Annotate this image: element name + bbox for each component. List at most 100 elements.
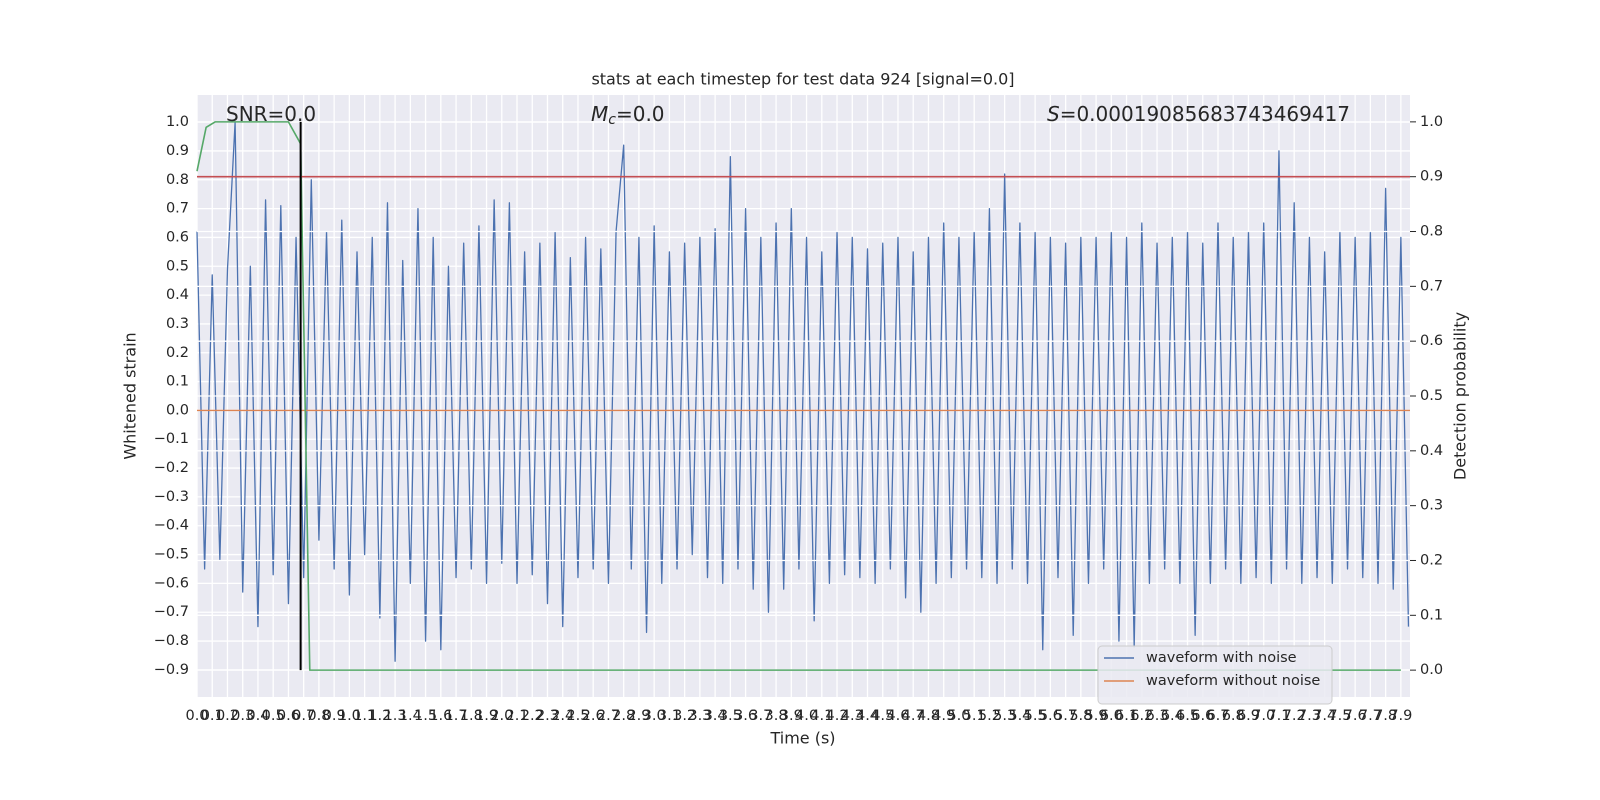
x-tick-label: 1.0 [338, 708, 361, 724]
x-tick-label: 3.5 [719, 708, 742, 724]
x-tick-label: 1.5 [414, 708, 437, 724]
x-tick-label: 6.1 [1115, 708, 1138, 724]
x-tick-label: 5.8 [1069, 708, 1092, 724]
x-tick-label: 7.8 [1374, 708, 1397, 724]
x-tick-label: 0.0 [185, 708, 208, 724]
x-tick-label: 2.7 [597, 708, 620, 724]
y-tick-label: 0.1 [166, 374, 189, 390]
x-tick-label: 0.4 [246, 708, 269, 724]
x-tick-label: 4.3 [841, 708, 864, 724]
annotation-text: SNR=0.0 [226, 102, 316, 126]
y-tick-label: 0.7 [166, 201, 189, 217]
annotation-subscript: c [608, 112, 616, 128]
x-tick-label: 1.8 [460, 708, 483, 724]
x-tick-label: 2.1 [505, 708, 528, 724]
x-tick-label: 0.9 [323, 708, 346, 724]
x-tick-label: 4.9 [932, 708, 955, 724]
y-tick-label: −0.5 [154, 547, 189, 563]
x-tick-label: 1.2 [368, 708, 391, 724]
y-tick-label: −0.9 [154, 662, 189, 678]
x-tick-label: 7.0 [1252, 708, 1275, 724]
x-tick-label: 6.7 [1206, 708, 1229, 724]
y-tick-label: −0.6 [154, 575, 189, 591]
y-tick-label: 0.2 [166, 345, 189, 361]
x-tick-label: 2.8 [612, 708, 635, 724]
x-tick-label: 1.9 [475, 708, 498, 724]
x-tick-label: 6.3 [1146, 708, 1169, 724]
x-tick-label: 3.2 [673, 708, 696, 724]
x-tick-label: 5.4 [1008, 708, 1031, 724]
x-tick-label: 4.8 [917, 708, 940, 724]
y2-tick-label: 0.1 [1420, 607, 1443, 623]
x-tick-label: 4.5 [871, 708, 894, 724]
x-axis-label: Time (s) [769, 729, 835, 748]
x-tick-label: 2.6 [582, 708, 605, 724]
y2-tick-label: 1.0 [1420, 114, 1443, 130]
x-tick-label: 7.1 [1267, 708, 1290, 724]
x-tick-label: 5.7 [1054, 708, 1077, 724]
x-tick-label: 7.3 [1298, 708, 1321, 724]
x-tick-label: 5.6 [1039, 708, 1062, 724]
x-tick-label: 0.7 [292, 708, 315, 724]
y2-tick-label: 0.9 [1420, 169, 1443, 185]
x-tick-label: 5.0 [947, 708, 970, 724]
x-tick-label: 5.2 [978, 708, 1001, 724]
x-tick-label: 5.3 [993, 708, 1016, 724]
series-line [196, 121, 1410, 662]
y2-tick-label: 0.8 [1420, 224, 1443, 240]
x-tick-label: 0.3 [231, 708, 254, 724]
x-tick-label: 1.3 [384, 708, 407, 724]
legend-label: waveform without noise [1146, 673, 1320, 689]
x-tick-label: 2.0 [490, 708, 513, 724]
x-tick-label: 3.1 [658, 708, 681, 724]
x-tick-label: 4.6 [886, 708, 909, 724]
y-tick-label: −0.2 [154, 460, 189, 476]
legend: waveform with noise waveform without nois… [1097, 645, 1333, 705]
x-tick-label: 5.1 [963, 708, 986, 724]
annotation-symbol: S [1047, 102, 1060, 126]
x-tick-label: 3.6 [734, 708, 757, 724]
x-tick-label: 0.5 [262, 708, 285, 724]
y-tick-label: 0.0 [166, 402, 189, 418]
x-tick-label: 3.4 [704, 708, 727, 724]
y-axis-label: Whitened strain [121, 332, 140, 459]
y2-tick-label: 0.2 [1420, 552, 1443, 568]
y2-tick-label: 0.3 [1420, 498, 1443, 514]
x-tick-label: 4.1 [810, 708, 833, 724]
x-tick-label: 6.9 [1237, 708, 1260, 724]
y-tick-label: 0.3 [166, 316, 189, 332]
annotation: S=0.00019085683743469417 [1047, 102, 1350, 126]
annotation: SNR=0.0 [226, 102, 316, 126]
x-tick-label: 7.5 [1328, 708, 1351, 724]
x-tick-label: 1.1 [353, 708, 376, 724]
x-tick-label: 0.6 [277, 708, 300, 724]
y-tick-label: 1.0 [166, 114, 189, 130]
x-tick-label: 5.9 [1085, 708, 1108, 724]
y-tick-label: 0.9 [166, 143, 189, 159]
x-tick-label: 4.4 [856, 708, 879, 724]
x-tick-label: 2.2 [521, 708, 544, 724]
y-tick-label: −0.1 [154, 431, 189, 447]
x-tick-label: 0.1 [201, 708, 224, 724]
x-tick-label: 4.7 [902, 708, 925, 724]
x-tick-label: 6.2 [1130, 708, 1153, 724]
x-tick-label: 3.7 [749, 708, 772, 724]
x-tick-label: 1.7 [445, 708, 468, 724]
x-tick-label: 2.5 [566, 708, 589, 724]
x-tick-label: 3.0 [643, 708, 666, 724]
x-tick-label: 0.8 [307, 708, 330, 724]
y-tick-label: 0.4 [166, 287, 189, 303]
y-tick-label: 0.5 [166, 258, 189, 274]
y2-tick-label: 0.7 [1420, 278, 1443, 294]
annotation-text: =0.00019085683743469417 [1060, 102, 1350, 126]
x-tick-label: 3.3 [688, 708, 711, 724]
x-tick-label: 7.4 [1313, 708, 1336, 724]
x-tick-label: 1.6 [429, 708, 452, 724]
x-tick-label: 3.8 [765, 708, 788, 724]
x-tick-label: 6.0 [1100, 708, 1123, 724]
x-tick-label: 4.0 [795, 708, 818, 724]
y2-tick-label: 0.0 [1420, 662, 1443, 678]
x-tick-label: 7.6 [1344, 708, 1367, 724]
